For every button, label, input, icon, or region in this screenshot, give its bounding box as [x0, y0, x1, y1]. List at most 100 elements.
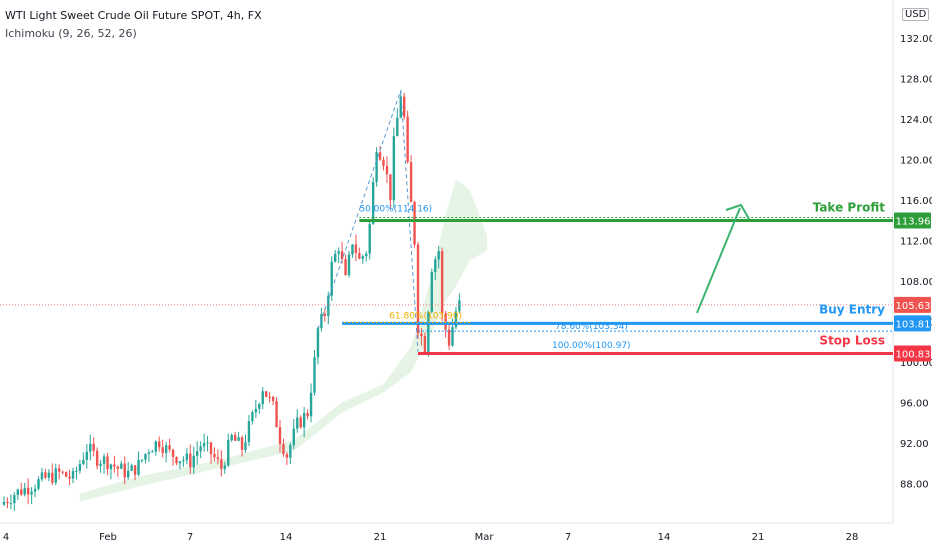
- candle-body: [382, 159, 385, 166]
- candle-body: [58, 468, 61, 472]
- projection-arrow: [696, 207, 741, 314]
- x-tick-label: Feb: [99, 532, 117, 543]
- tp-price-badge: 113.96: [896, 217, 931, 228]
- y-tick-label: 108.00: [900, 277, 932, 288]
- y-tick-label: 128.00: [900, 74, 932, 85]
- candle-body: [299, 417, 302, 428]
- candle-body: [89, 443, 92, 452]
- candle-body: [137, 459, 140, 475]
- candle-body: [289, 445, 292, 458]
- candle-body: [451, 327, 454, 346]
- candle-body: [92, 443, 95, 451]
- candle-body: [430, 271, 433, 312]
- candle-body: [168, 445, 171, 450]
- candle-body: [109, 464, 113, 470]
- candle-body: [102, 456, 106, 464]
- candle-body: [40, 472, 44, 480]
- candle-body: [199, 446, 202, 452]
- y-tick-label: 96.00: [900, 398, 929, 409]
- candle-body: [403, 96, 406, 117]
- candle-body: [78, 464, 82, 471]
- fib-swing-up: [317, 90, 402, 330]
- candle-body: [123, 463, 126, 478]
- candle-body: [420, 333, 423, 337]
- candle-body: [306, 412, 309, 417]
- candle-body: [37, 479, 40, 489]
- indicator-legend[interactable]: Ichimoku (9, 26, 52, 26): [5, 27, 137, 40]
- candle-body: [47, 472, 51, 478]
- candle-body: [140, 459, 144, 461]
- candle-body: [202, 443, 206, 447]
- candle-body: [434, 259, 437, 272]
- candle-body: [182, 460, 185, 462]
- candle-body: [427, 311, 430, 354]
- sl-price-badge-bg: [894, 345, 931, 362]
- candle-body: [192, 455, 195, 468]
- fib-618-label: 61.80%(103.90): [389, 311, 462, 321]
- candle-body: [254, 408, 258, 413]
- candle-body: [68, 476, 71, 479]
- x-tick-label: 7: [565, 532, 571, 543]
- candle-body: [416, 244, 420, 334]
- currency-button[interactable]: USD: [902, 8, 930, 21]
- entry-price-badge-bg: [894, 315, 931, 332]
- x-tick-label: 28: [846, 532, 859, 543]
- candle-body: [64, 472, 68, 477]
- candle-body: [196, 451, 199, 456]
- y-tick-label: 100.00: [900, 358, 932, 369]
- candle-body: [2, 501, 6, 505]
- candle-body: [237, 437, 240, 441]
- candle-body: [13, 495, 16, 504]
- candle-body: [375, 152, 378, 183]
- y-tick-label: 112.00: [900, 236, 932, 247]
- candle-body: [371, 182, 375, 225]
- x-tick-label: 4: [3, 532, 9, 543]
- candle-body: [240, 437, 244, 450]
- candle-body: [413, 201, 416, 245]
- candle-body: [247, 421, 251, 443]
- candle-body: [185, 453, 189, 461]
- candle-body: [440, 251, 444, 314]
- candle-body: [33, 488, 37, 492]
- candle-body: [120, 463, 123, 469]
- y-tick-label: 120.00: [900, 155, 932, 166]
- x-tick-label: Mar: [475, 532, 495, 543]
- candle-body: [251, 412, 254, 422]
- candle-body: [292, 428, 295, 446]
- candle-body: [344, 259, 347, 275]
- candle-body: [347, 254, 351, 275]
- x-tick-label: 7: [187, 532, 193, 543]
- candle-body: [54, 468, 57, 483]
- candle-body: [368, 224, 371, 254]
- candle-body: [158, 441, 161, 448]
- fib-100-label: 100.00%(100.97): [552, 341, 631, 351]
- y-tick-label: 116.00: [900, 196, 932, 207]
- candle-body: [396, 117, 399, 137]
- candle-body: [151, 451, 154, 453]
- candle-body: [323, 313, 327, 316]
- candle-body: [337, 251, 340, 254]
- x-tick-label: 14: [658, 532, 671, 543]
- candle-body: [216, 457, 220, 460]
- y-tick-label: 92.00: [900, 439, 929, 450]
- candle-body: [409, 162, 413, 202]
- candle-body: [213, 454, 216, 458]
- candle-body: [285, 454, 289, 458]
- sl-price-badge: 100.83: [896, 350, 931, 361]
- candle-body: [113, 464, 116, 467]
- candle-body: [385, 165, 389, 175]
- candle-body: [313, 357, 316, 393]
- candle-body: [85, 451, 88, 460]
- candle-body: [20, 489, 23, 495]
- candle-body: [171, 449, 175, 458]
- candle-body: [327, 295, 330, 316]
- candle-body: [189, 453, 192, 468]
- candle-body: [223, 465, 226, 470]
- fib-swing-down: [400, 90, 419, 352]
- x-tick-label: 14: [280, 532, 293, 543]
- candle-body: [454, 311, 458, 328]
- candle-body: [233, 435, 237, 441]
- chart-title[interactable]: WTI Light Sweet Crude Oil Future SPOT, 4…: [5, 9, 262, 22]
- candle-body: [447, 329, 451, 346]
